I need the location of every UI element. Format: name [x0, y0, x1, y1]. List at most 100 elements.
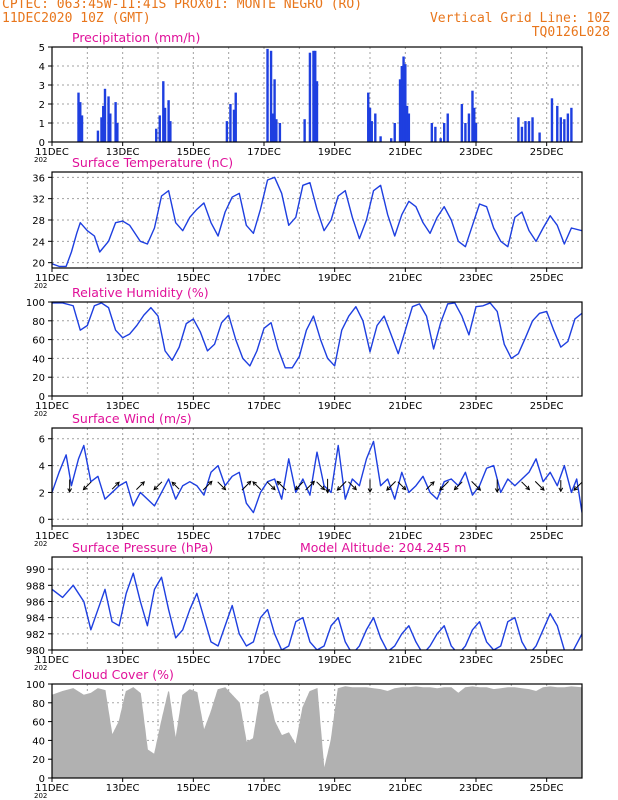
- cloud-panel: 0 20 40 60 80 100 11DEC 13DEC 15DEC 17DEC 19DEC 21D…: [26, 667, 583, 800]
- x-tick-label: 17DEC: [247, 147, 281, 158]
- y-tick-label: 2: [39, 100, 45, 111]
- wind-vector-arrow: [252, 481, 262, 490]
- x-tick-label: 23DEC: [459, 783, 493, 794]
- x-tick-label: 13DEC: [106, 147, 140, 158]
- x-tick-label: 25DEC: [530, 147, 564, 158]
- wind-vector-arrow: [67, 479, 73, 494]
- y-tick-label: 100: [26, 298, 45, 309]
- precip-bar: [559, 117, 562, 142]
- x-tick-label: 25DEC: [530, 783, 564, 794]
- y-tick-label: 40: [32, 736, 45, 747]
- precip-bar: [367, 92, 370, 142]
- x-tick-label: 17DEC: [247, 401, 281, 412]
- grid-line-note: Vertical Grid Line: 10Z: [429, 11, 610, 26]
- wind-vector-arrow: [386, 480, 396, 491]
- precip-bar: [312, 50, 315, 142]
- y-tick-label: 980: [26, 646, 45, 657]
- wind-plot-area: [52, 428, 582, 526]
- precip-bar: [229, 104, 232, 142]
- x-tick-label: 21DEC: [388, 273, 422, 284]
- x-tick-label: 23DEC: [459, 401, 493, 412]
- temperature-panel: 20 24 28 32 36 11DEC 13DEC 15DEC 17DEC 19DEC 21DEC…: [32, 155, 583, 290]
- precip-bar: [275, 119, 278, 142]
- wind-vector-arrow: [397, 481, 407, 491]
- precip-bar: [234, 92, 237, 142]
- x-year-label: 202: [34, 282, 47, 290]
- precip-bar: [103, 88, 107, 142]
- precip-bar: [379, 136, 382, 142]
- precip-bar: [538, 132, 541, 142]
- wind-vector-arrow: [521, 481, 531, 491]
- precip-bar: [269, 50, 273, 142]
- precip-bar: [404, 64, 407, 142]
- x-year-label: 202: [34, 156, 47, 164]
- precip-bar: [517, 117, 520, 142]
- x-tick-label: 11DEC: [35, 147, 69, 158]
- wind-vector-arrow: [534, 480, 545, 491]
- y-tick-label: 0: [39, 515, 45, 526]
- precip-bar: [303, 119, 306, 142]
- wind-vector-arrow: [336, 480, 347, 491]
- precip-bar: [266, 48, 269, 142]
- x-tick-label: 23DEC: [459, 531, 493, 542]
- y-tick-label: 982: [26, 630, 45, 641]
- precip-bar: [370, 121, 373, 142]
- x-tick-label: 19DEC: [318, 783, 352, 794]
- x-tick-label: 15DEC: [176, 147, 210, 158]
- precip-bar: [96, 130, 100, 142]
- x-tick-label: 21DEC: [388, 783, 422, 794]
- precipitation-panel: 0 1 2 3 4 5 11DEC 13DEC 15DEC 17DEC 19DEC 21DEC 23DE…: [34, 30, 583, 164]
- precip-bar: [271, 113, 275, 142]
- wind-vector-arrow: [316, 481, 326, 491]
- y-tick-label: 984: [26, 614, 45, 625]
- precipitation-data: [77, 48, 573, 142]
- model-id: TQ0126L028: [531, 25, 610, 40]
- wind-vector-arrow: [202, 480, 213, 491]
- precip-bar: [79, 102, 82, 142]
- y-tick-label: 20: [32, 373, 45, 384]
- y-tick-label: 1: [39, 119, 45, 130]
- precip-bar: [434, 126, 437, 142]
- wind-vector-arrow: [425, 481, 435, 490]
- humidity-title: Relative Humidity (%): [72, 285, 209, 300]
- precip-bar: [407, 113, 411, 142]
- y-tick-label: 986: [26, 597, 45, 608]
- precip-bar: [527, 121, 531, 142]
- precip-bar: [114, 102, 117, 142]
- y-tick-label: 0: [39, 774, 45, 785]
- precip-bar: [169, 121, 172, 142]
- x-tick-label: 23DEC: [459, 273, 493, 284]
- x-tick-label: 23DEC: [459, 655, 493, 666]
- precip-bar: [566, 113, 570, 142]
- wind-data: [52, 440, 582, 514]
- humidity-data: [52, 302, 582, 369]
- wind-vector-arrow: [471, 480, 482, 491]
- wind-vector-arrow: [136, 481, 145, 490]
- x-tick-label: 19DEC: [318, 531, 352, 542]
- x-tick-label: 11DEC: [35, 655, 69, 666]
- precip-bar: [443, 123, 446, 142]
- cloud-cover-area: [52, 686, 582, 778]
- x-year-label: 202: [34, 410, 47, 418]
- precip-bar: [107, 96, 110, 142]
- x-tick-label: 25DEC: [530, 531, 564, 542]
- humidity-panel: 0 20 40 60 80 100 11DEC 13DEC 15DEC 17DEC 19DEC 21D…: [26, 285, 583, 418]
- precip-bar: [563, 119, 566, 142]
- wind-vector-arrow: [305, 480, 316, 491]
- pressure-subtitle: Model Altitude: 204.245 m: [300, 540, 466, 555]
- precip-bar: [520, 126, 524, 142]
- x-tick-label: 19DEC: [318, 147, 352, 158]
- precip-bar: [398, 79, 402, 142]
- y-tick-label: 60: [32, 718, 45, 729]
- precip-bar: [400, 66, 403, 142]
- precip-bar: [100, 117, 103, 142]
- precip-bar: [77, 92, 80, 142]
- x-tick-label: 19DEC: [318, 401, 352, 412]
- precip-bar: [393, 123, 396, 142]
- y-tick-label: 4: [39, 62, 45, 73]
- precip-bar: [550, 98, 554, 142]
- pressure-frame: [51, 556, 583, 651]
- x-tick-label: 21DEC: [388, 401, 422, 412]
- precip-bar: [524, 121, 527, 142]
- precip-bar: [439, 138, 442, 142]
